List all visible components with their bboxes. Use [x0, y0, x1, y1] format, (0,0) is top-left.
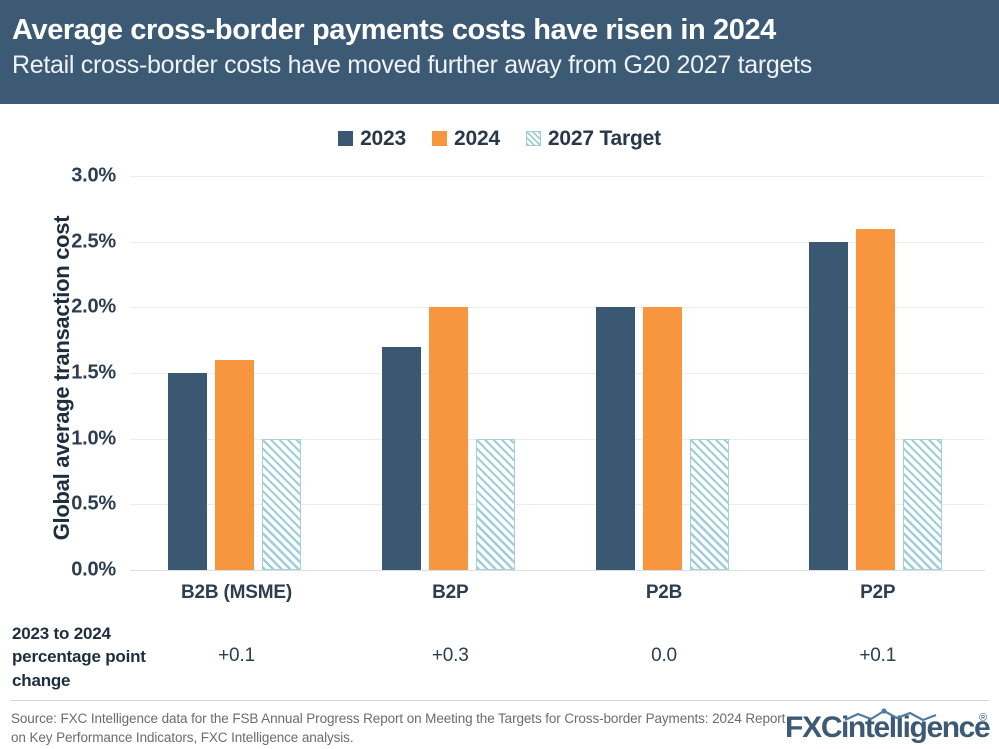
bar-groups: [130, 176, 985, 570]
delta-value: +0.1: [859, 645, 897, 666]
legend-item-2027-target[interactable]: 2027 Target: [525, 127, 661, 150]
svg-text:FXC: FXC: [785, 711, 842, 744]
legend-label-2023: 2023: [360, 127, 406, 150]
gridline: 2.0%: [71, 296, 985, 318]
gridline: 1.0%: [71, 427, 985, 449]
fxc-intelligence-logo[interactable]: FXC intelligence ®: [783, 707, 993, 747]
delta-value: 0.0: [651, 645, 677, 666]
line-chart-logo-icon: FXC intelligence ®: [785, 708, 991, 744]
delta-value: +0.1: [218, 645, 255, 666]
bar-2024[interactable]: [856, 228, 896, 570]
bar-group-p2p: [809, 176, 999, 570]
chart-legend: 2023 2024 2027 Target: [0, 128, 999, 149]
plot-area: 0.0% 0.5% 1.0% 1.5% 2.0% 2.5% 3.0%: [71, 165, 985, 581]
x-axis-label-b2b-msme: B2B (MSME): [181, 582, 292, 603]
x-axis-label-p2p: P2P: [860, 582, 896, 603]
delta-value: +0.3: [431, 645, 469, 666]
gridline: 0.5%: [71, 493, 985, 515]
x-axis-label-b2p: B2P: [432, 582, 469, 603]
bar-2027-target[interactable]: [262, 438, 301, 570]
legend-label-2024: 2024: [454, 127, 500, 150]
legend-item-2023[interactable]: 2023: [338, 128, 406, 149]
bar-2024[interactable]: [642, 307, 682, 570]
legend-item-2024[interactable]: 2024: [432, 128, 500, 149]
gridline: 3.0%: [71, 165, 985, 187]
bar-2024[interactable]: [215, 359, 254, 570]
page-subtitle: Retail cross-border costs have moved fur…: [12, 51, 812, 80]
gridline: 1.5%: [71, 362, 985, 384]
gridline: 2.5%: [71, 230, 985, 252]
page-title: Average cross-border payments costs have…: [12, 14, 776, 46]
bar-group-b2b-msme: [168, 176, 365, 570]
hatched-square-swatch-icon: [525, 131, 541, 146]
legend-label-2027-target: 2027 Target: [547, 127, 661, 150]
gridline: 0.0%: [71, 559, 985, 581]
header-banner: Average cross-border payments costs have…: [0, 0, 999, 104]
bar-2027-target[interactable]: [903, 438, 943, 570]
y-axis-tick-label: 2.5%: [71, 230, 116, 253]
navy-square-swatch-icon: [338, 131, 354, 146]
delta-row-values: +0.1 +0.3 0.0 +0.1: [130, 645, 985, 671]
x-axis-labels: B2B (MSME) B2P P2B P2P: [130, 582, 985, 608]
source-note: Source: FXC Intelligence data for the FS…: [11, 711, 786, 746]
bar-2027-target[interactable]: [475, 438, 515, 570]
x-axis-label-p2b: P2B: [645, 582, 683, 603]
orange-square-swatch-icon: [432, 131, 447, 146]
bar-group-b2p: [381, 176, 579, 570]
bar-2023[interactable]: [595, 307, 635, 570]
bar-2023[interactable]: [809, 241, 849, 570]
y-axis-tick-label: 1.0%: [71, 427, 116, 450]
bar-2027-target[interactable]: [689, 438, 729, 570]
bar-2023[interactable]: [381, 346, 421, 570]
bar-2023[interactable]: [168, 373, 207, 570]
bar-group-p2b: [595, 176, 793, 570]
bar-2024[interactable]: [428, 307, 468, 570]
delta-row-caption: 2023 to 2024 percentage point change: [12, 624, 146, 690]
y-axis-tick-label: 1.5%: [71, 361, 116, 384]
svg-text:®: ®: [979, 712, 987, 724]
footer-divider: [10, 700, 989, 701]
y-axis-tick-label: 0.5%: [71, 492, 116, 515]
y-axis-tick-label: 3.0%: [71, 164, 116, 187]
y-axis-tick-label: 0.0%: [71, 558, 116, 581]
y-axis-tick-label: 2.0%: [71, 295, 116, 318]
